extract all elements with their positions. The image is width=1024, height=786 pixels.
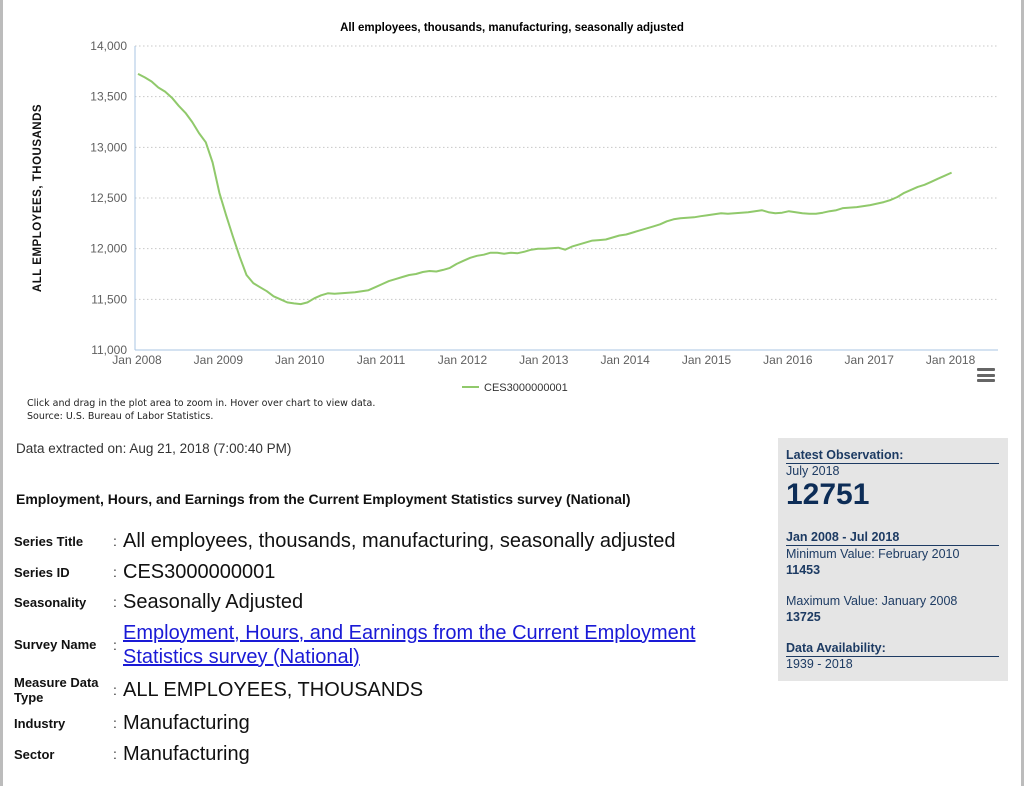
- x-tick-label: Jan 2011: [357, 353, 406, 367]
- industry-value: Manufacturing: [123, 712, 250, 734]
- y-tick-label: 13,500: [90, 90, 127, 104]
- chart[interactable]: All employees, thousands, manufacturing,…: [0, 0, 1024, 400]
- survey-heading: Employment, Hours, and Earnings from the…: [16, 491, 631, 507]
- x-axis-ticks: Jan 2008 Jan 2009 Jan 2010 Jan 2011 Jan 2012…: [112, 353, 975, 367]
- minimum-value-label: Minimum Value: February 2010: [786, 547, 960, 561]
- series-group[interactable]: [137, 73, 953, 306]
- chart-title: All employees, thousands, manufacturing,…: [340, 22, 684, 34]
- data-availability-heading: Data Availability:: [786, 641, 999, 657]
- menu-bar: [977, 368, 995, 371]
- survey-name-label: Survey Name: [14, 637, 97, 652]
- legend-label[interactable]: CES3000000001: [484, 382, 568, 394]
- y-axis-ticks: 14,000 13,500 13,000 12,500 12,000 11,500 11,0…: [90, 39, 127, 357]
- sector-label: Sector: [14, 746, 55, 762]
- x-tick-label: Jan 2016: [763, 353, 813, 367]
- legend[interactable]: CES3000000001: [462, 382, 568, 394]
- maximum-value: 13725: [786, 610, 821, 624]
- menu-bar: [977, 373, 995, 377]
- measure-label: Measure Data Type: [14, 674, 99, 705]
- series-id-value: CES3000000001: [123, 561, 276, 583]
- seasonality-value: Seasonally Adjusted: [123, 591, 304, 613]
- meta-row-measure: Measure Data Type : ALL EMPLOYEES, THOUS…: [14, 672, 759, 707]
- y-axis-title: ALL EMPLOYEES, THOUSANDS: [32, 104, 44, 292]
- latest-observation-period: July 2018: [786, 464, 840, 478]
- meta-row-industry: Industry : Manufacturing: [14, 707, 759, 739]
- x-tick-label: Jan 2012: [438, 353, 488, 367]
- summary-sidebar: Latest Observation: July 2018 12751 Jan …: [778, 438, 1008, 681]
- latest-observation-value: 12751: [786, 478, 870, 511]
- series-metadata-table: Series Title : All employees, thousands,…: [14, 525, 759, 769]
- frame-left-border: [0, 0, 3, 786]
- y-tick-label: 12,500: [90, 191, 127, 205]
- meta-row-sector: Sector : Manufacturing: [14, 739, 759, 769]
- meta-row-series-id: Series ID : CES3000000001: [14, 557, 759, 587]
- frame-right-border: [1021, 0, 1024, 786]
- grid: [134, 45, 998, 351]
- chart-menu-icon[interactable]: [977, 368, 995, 382]
- series-title-label: Series Title: [14, 533, 84, 549]
- survey-name-link[interactable]: Employment, Hours, and Earnings from the…: [123, 621, 696, 668]
- colon: :: [113, 564, 117, 580]
- data-extracted-text: Data extracted on: Aug 21, 2018 (7:00:40…: [16, 441, 292, 456]
- y-tick-label: 12,000: [90, 242, 127, 256]
- minimum-value: 11453: [786, 563, 821, 577]
- x-tick-label: Jan 2018: [926, 353, 976, 367]
- x-tick-label: Jan 2009: [194, 353, 244, 367]
- industry-label: Industry: [14, 715, 66, 731]
- series-id-label: Series ID: [14, 564, 70, 580]
- maximum-value-label: Maximum Value: January 2008: [786, 594, 958, 608]
- y-tick-label: 13,000: [90, 140, 127, 154]
- series-title-value: All employees, thousands, manufacturing,…: [123, 530, 676, 552]
- colon: :: [113, 594, 117, 610]
- x-tick-label: Jan 2008: [112, 353, 162, 367]
- meta-row-seasonality: Seasonality : Seasonally Adjusted: [14, 587, 759, 617]
- colon: :: [113, 533, 117, 549]
- menu-bar: [977, 379, 995, 382]
- series-line[interactable]: [137, 73, 953, 306]
- x-tick-label: Jan 2014: [600, 353, 650, 367]
- x-tick-label: Jan 2013: [519, 353, 569, 367]
- seasonality-label: Seasonality: [14, 594, 87, 610]
- data-availability-range: 1939 - 2018: [786, 657, 853, 671]
- x-tick-label: Jan 2015: [682, 353, 732, 367]
- range-heading: Jan 2008 - Jul 2018: [786, 530, 999, 546]
- y-tick-label: 11,500: [91, 292, 127, 306]
- measure-value: ALL EMPLOYEES, THOUSANDS: [123, 678, 424, 701]
- chart-note-zoom: Click and drag in the plot area to zoom …: [27, 398, 376, 409]
- meta-row-series-title: Series Title : All employees, thousands,…: [14, 525, 759, 557]
- meta-row-survey-name: Survey Name : Employment, Hours, and Ear…: [14, 617, 759, 672]
- latest-observation-heading: Latest Observation:: [786, 448, 999, 464]
- x-tick-label: Jan 2010: [275, 353, 325, 367]
- colon: :: [113, 715, 117, 731]
- colon: :: [113, 681, 117, 698]
- sector-value: Manufacturing: [123, 743, 250, 765]
- colon: :: [113, 636, 117, 653]
- x-tick-label: Jan 2017: [845, 353, 895, 367]
- colon: :: [113, 746, 117, 762]
- y-tick-label: 11,000: [91, 343, 127, 357]
- chart-note-source: Source: U.S. Bureau of Labor Statistics.: [27, 411, 214, 422]
- y-tick-label: 14,000: [90, 39, 127, 53]
